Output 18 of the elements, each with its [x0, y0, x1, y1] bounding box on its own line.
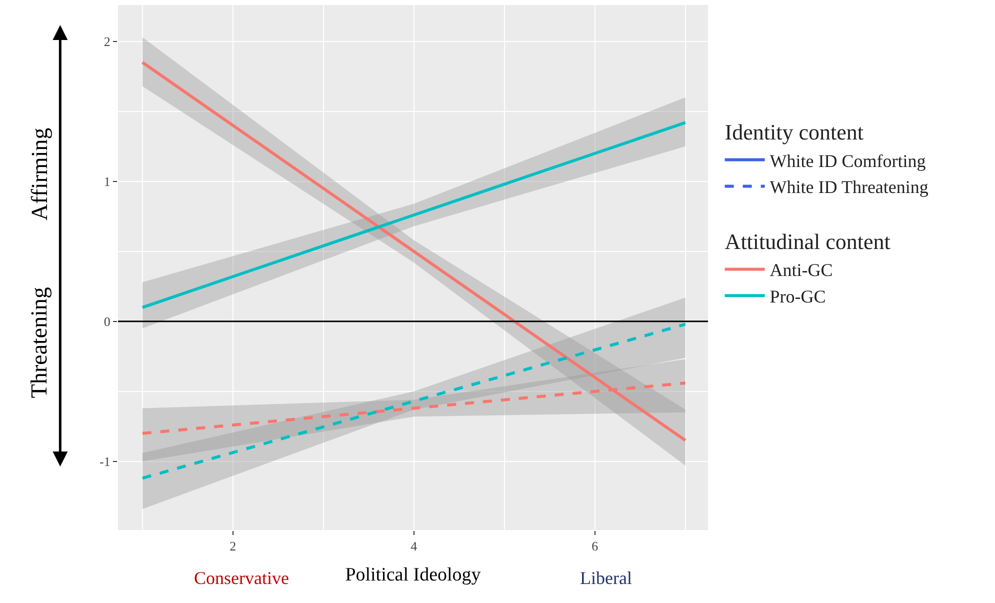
x-axis-title: Political Ideology [345, 564, 482, 586]
text: Threatening [26, 286, 52, 398]
x-tick-label: 4 [410, 538, 418, 554]
x-tick-label: 6 [592, 538, 599, 554]
text: Conservative [194, 568, 289, 588]
text: Attitudinal content [724, 228, 890, 254]
text: Identity content [724, 119, 864, 144]
legend-label: White ID Threatening [770, 177, 928, 198]
y-tick-label: 1 [104, 174, 110, 189]
text: Affirming [27, 127, 52, 221]
x-tick-label: 2 [230, 538, 236, 554]
text: Liberal [580, 568, 632, 588]
legend-label: Pro-GC [770, 286, 826, 307]
legend-label: Anti-GC [770, 260, 833, 280]
y-tick-label: 2 [104, 34, 110, 49]
y-tick-label: -1 [100, 454, 110, 469]
legend-label: White ID Comforting [770, 150, 926, 171]
y-tick-label: 0 [104, 314, 110, 329]
